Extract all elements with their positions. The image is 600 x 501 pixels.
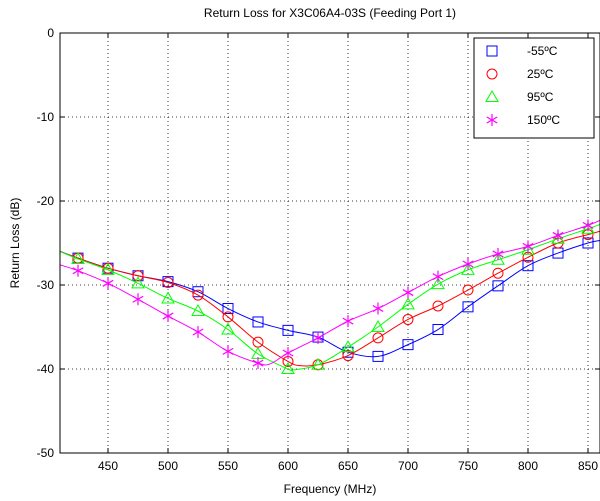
- series-3: [60, 219, 600, 370]
- data-point: [492, 247, 504, 260]
- data-point: [192, 326, 204, 339]
- data-point: [311, 357, 325, 370]
- y-tick-label: -40: [37, 362, 55, 376]
- legend-entry: -55ºC: [486, 44, 558, 58]
- data-point: [522, 260, 534, 272]
- x-tick-label: 650: [338, 459, 358, 473]
- data-point: [371, 319, 385, 332]
- data-point: [431, 277, 445, 290]
- data-point: [222, 345, 234, 358]
- data-point: [432, 270, 444, 283]
- series-layer: [60, 219, 600, 374]
- data-point: [132, 270, 144, 282]
- legend-label: 25ºC: [527, 67, 554, 81]
- data-point: [341, 340, 355, 353]
- data-point: [492, 280, 504, 292]
- legend: -55ºC 25ºC 95ºC 150ºC: [473, 37, 595, 139]
- series-line: [60, 224, 600, 372]
- y-tick-label: -20: [37, 194, 55, 208]
- legend-entry: 95ºC: [485, 89, 554, 104]
- data-point: [191, 304, 205, 317]
- data-point: [192, 286, 204, 298]
- data-point: [222, 311, 234, 323]
- data-point: [192, 289, 204, 301]
- data-point: [432, 300, 444, 312]
- data-point: [432, 324, 444, 336]
- x-tick-label: 850: [578, 459, 598, 473]
- data-point: [402, 313, 414, 325]
- chart-title: Return Loss for X3C06A4-03S (Feeding Por…: [204, 6, 456, 20]
- data-point: [582, 237, 594, 249]
- y-tick-label: -30: [37, 278, 55, 292]
- y-tick-label: -10: [37, 110, 55, 124]
- legend-marker: [486, 114, 498, 126]
- data-point: [462, 301, 474, 313]
- data-point: [582, 219, 594, 232]
- data-point: [581, 221, 595, 234]
- legend-label: 150ºC: [527, 113, 560, 127]
- legend-label: -55ºC: [527, 44, 558, 58]
- data-point: [372, 350, 384, 362]
- data-point: [101, 262, 115, 275]
- data-point: [492, 267, 504, 279]
- data-point: [162, 276, 174, 288]
- data-point: [71, 251, 85, 264]
- x-tick-label: 750: [458, 459, 478, 473]
- x-tick-label: 700: [398, 459, 418, 473]
- x-tick-label: 450: [98, 459, 118, 473]
- legend-label: 95ºC: [527, 90, 554, 104]
- data-point: [72, 264, 84, 277]
- data-point: [522, 240, 534, 253]
- legend-marker: [486, 68, 498, 80]
- x-tick-label: 500: [158, 459, 178, 473]
- data-point: [132, 293, 144, 306]
- data-point: [221, 322, 235, 335]
- axis-ticks: 450 500 550 600 650 700 750 800 850 0 -10 -20 -30 -40…: [37, 26, 600, 473]
- data-point: [342, 350, 354, 362]
- x-tick-label: 550: [218, 459, 238, 473]
- data-point: [461, 262, 475, 275]
- legend-entry: 25ºC: [486, 67, 554, 81]
- data-point: [252, 357, 264, 370]
- x-tick-label: 600: [278, 459, 298, 473]
- data-point: [491, 252, 505, 265]
- legend-marker: [485, 89, 499, 102]
- plot-frame: [59, 32, 600, 454]
- y-tick-label: -50: [37, 446, 55, 460]
- data-point: [401, 297, 415, 310]
- y-tick-label: 0: [47, 26, 54, 40]
- data-point: [462, 258, 474, 270]
- data-point: [402, 339, 414, 351]
- y-axis-label: Return Loss (dB): [8, 198, 22, 289]
- data-point: [521, 242, 535, 255]
- data-point: [222, 303, 234, 315]
- data-point: [312, 331, 324, 344]
- data-point: [551, 231, 565, 244]
- data-point: [161, 291, 175, 304]
- data-point: [162, 310, 174, 323]
- data-point: [252, 316, 264, 328]
- data-point: [552, 229, 564, 242]
- x-tick-label: 800: [518, 459, 538, 473]
- data-point: [281, 361, 295, 374]
- data-point: [102, 277, 114, 290]
- data-point: [282, 347, 294, 360]
- data-point: [372, 332, 384, 344]
- legend-entry: 150ºC: [486, 113, 560, 127]
- x-axis-label: Frequency (MHz): [284, 482, 377, 496]
- data-point: [402, 286, 414, 299]
- series-2: [60, 221, 600, 374]
- data-point: [372, 302, 384, 315]
- legend-marker: [486, 45, 498, 57]
- data-point: [342, 315, 354, 328]
- data-point: [462, 284, 474, 296]
- data-point: [131, 276, 145, 289]
- data-point: [282, 324, 294, 336]
